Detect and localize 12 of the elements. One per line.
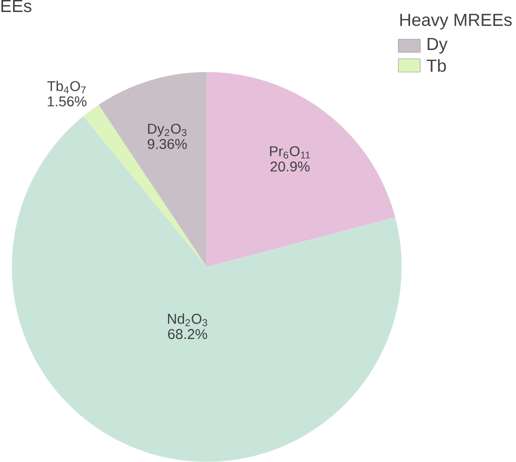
slice-label: Tb$_{4}$O$_{7}$ [47,80,86,94]
slice-label: Dy$_{2}$O$_{3}$ [148,124,186,137]
data-label: 68.2% [168,329,208,340]
legend-title: Heavy MREEs [400,14,512,30]
text: Tb [426,59,446,72]
slice-label: Pr$_{6}$O$_{11}$ [270,146,310,159]
data-label: 9.36% [148,139,187,150]
data-label: 20.9% [270,162,310,172]
data-label: 1.56% [48,96,86,106]
text: Dy [428,38,448,54]
slice-label: Nd$_{2}$O$_{3}$ [168,314,208,326]
text: EEs [1,0,32,12]
